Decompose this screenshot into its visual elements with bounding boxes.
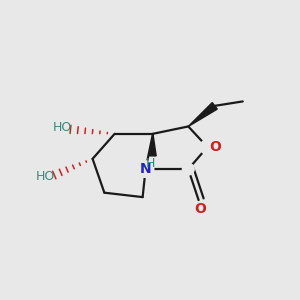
Text: O: O — [194, 202, 206, 216]
Text: N: N — [140, 162, 152, 176]
Text: HO: HO — [36, 170, 55, 183]
Text: O: O — [209, 140, 221, 154]
Text: H: H — [145, 157, 155, 170]
Polygon shape — [150, 134, 156, 156]
Circle shape — [200, 140, 215, 154]
Circle shape — [137, 161, 154, 177]
Text: HO: HO — [52, 122, 72, 134]
Polygon shape — [188, 103, 217, 126]
Circle shape — [182, 163, 194, 175]
